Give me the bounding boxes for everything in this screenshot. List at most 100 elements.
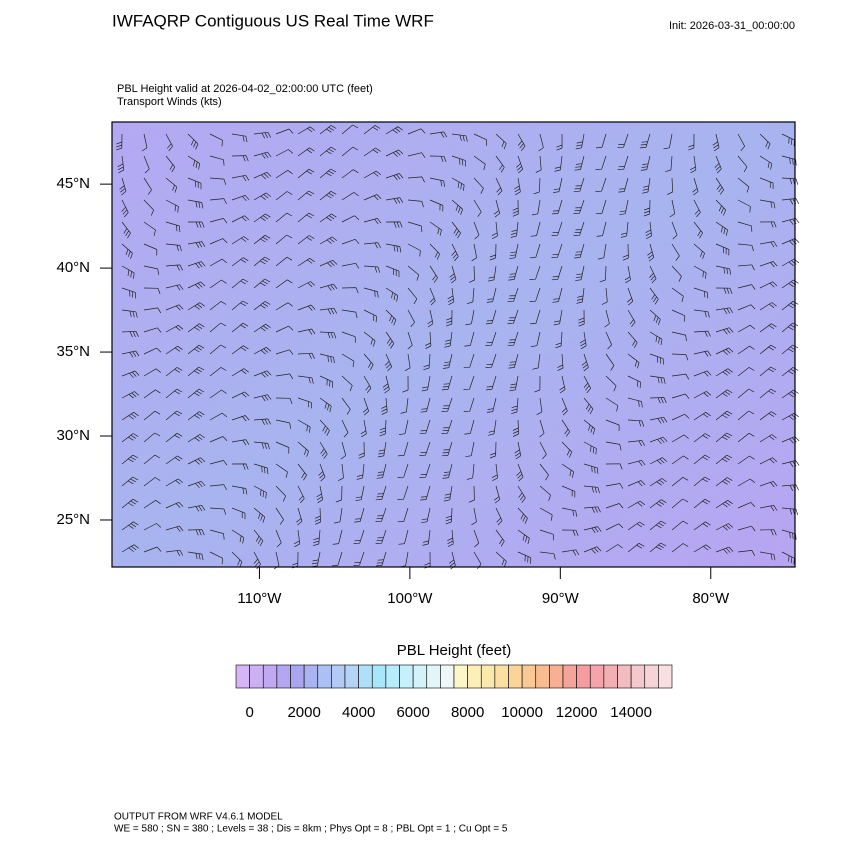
wind-barb	[649, 520, 667, 531]
wind-barb	[253, 301, 271, 311]
wind-barb	[491, 463, 498, 482]
wind-barb	[143, 477, 161, 487]
wind-barb	[579, 331, 587, 350]
wind-barb	[583, 485, 600, 494]
wind-barb	[398, 529, 409, 545]
subtitle: PBL Height valid at 2026-04-02_02:00:00 …	[117, 83, 373, 95]
wind-barb	[341, 192, 359, 201]
wind-barb	[671, 287, 684, 303]
y-tick-label: 30°N	[56, 427, 90, 444]
wind-barb	[617, 155, 629, 170]
wind-barb	[419, 441, 431, 456]
wind-barb	[715, 410, 733, 421]
wind-barb	[445, 507, 453, 525]
colorbar-label: 10000	[501, 704, 543, 721]
colorbar-box	[440, 664, 455, 689]
wind-barb	[165, 410, 183, 421]
wind-barb	[712, 133, 720, 152]
wind-barb	[165, 243, 182, 252]
wind-barb	[509, 243, 519, 260]
wind-barb	[639, 133, 651, 149]
wind-barb	[619, 199, 629, 216]
wind-barb	[297, 397, 312, 409]
wind-barb	[759, 411, 777, 421]
wind-barb	[583, 506, 601, 513]
wind-barb	[627, 375, 641, 389]
wind-barb	[489, 441, 497, 459]
wind-barb	[165, 501, 184, 509]
wind-barb	[759, 481, 778, 488]
wind-barb	[759, 261, 778, 268]
wind-barb	[275, 463, 288, 478]
wind-barb	[187, 344, 205, 355]
wind-barb	[297, 168, 315, 179]
wind-barb	[595, 155, 607, 170]
wind-barb	[187, 302, 205, 311]
wind-barb	[419, 463, 431, 478]
wind-barb	[319, 397, 332, 413]
wind-barb	[187, 261, 206, 269]
wind-barb	[671, 498, 689, 509]
wind-barb	[385, 309, 397, 326]
wind-barb	[340, 441, 347, 460]
wind-barb	[595, 177, 607, 192]
colorbar-box	[249, 664, 264, 689]
wind-barb	[489, 243, 497, 261]
wind-barb	[759, 505, 778, 512]
wind-barb	[187, 281, 206, 289]
wind-barb	[187, 434, 205, 443]
wind-barb	[425, 331, 432, 349]
wind-barb	[399, 419, 409, 435]
wind-barb	[143, 523, 162, 531]
wind-barb	[605, 353, 615, 371]
wind-barb	[275, 507, 284, 525]
wind-barb	[319, 353, 335, 364]
wind-barb	[121, 350, 140, 358]
wind-barb	[643, 199, 651, 217]
wind-barb	[143, 368, 162, 377]
y-tick-label: 40°N	[56, 259, 90, 276]
wind-barb	[530, 221, 541, 237]
wind-barb	[715, 368, 733, 377]
wind-barb	[275, 128, 294, 135]
wind-barb	[397, 507, 409, 523]
wind-barb	[715, 500, 733, 509]
wind-barb	[581, 353, 589, 372]
wind-barb	[341, 238, 360, 245]
wind-barb	[297, 190, 315, 201]
wind-barb	[117, 155, 125, 174]
wind-barb	[473, 133, 488, 146]
wind-barb	[605, 331, 613, 350]
wind-barb	[341, 287, 359, 294]
colorbar-box	[467, 664, 482, 689]
wind-barb	[121, 476, 139, 487]
wind-barb	[693, 521, 711, 531]
wind-barb	[375, 485, 387, 501]
colorbar-box	[508, 664, 523, 689]
wind-barb	[296, 507, 303, 526]
wind-barb	[759, 221, 777, 228]
colorbar-box	[480, 664, 496, 689]
wind-barb	[495, 551, 507, 568]
wind-barb	[341, 309, 358, 319]
wind-barb	[209, 551, 223, 565]
wind-barb	[341, 397, 351, 415]
wind-barb	[121, 433, 139, 443]
wind-barb	[495, 529, 505, 547]
wind-barb	[553, 309, 563, 326]
wind-barb	[143, 199, 155, 216]
wind-barb	[781, 389, 799, 399]
colorbar-box	[549, 664, 564, 689]
wind-barb	[468, 485, 475, 503]
wind-barb	[517, 551, 532, 564]
wind-barb	[363, 242, 381, 249]
wind-barb	[165, 478, 184, 487]
wind-barb	[627, 397, 643, 408]
wind-barb	[781, 258, 800, 267]
wind-barb	[557, 353, 564, 371]
wind-barb	[379, 419, 387, 437]
wind-barb	[473, 529, 480, 548]
wind-barb	[165, 549, 184, 557]
wind-barb	[517, 507, 528, 524]
wind-barb	[297, 281, 316, 289]
